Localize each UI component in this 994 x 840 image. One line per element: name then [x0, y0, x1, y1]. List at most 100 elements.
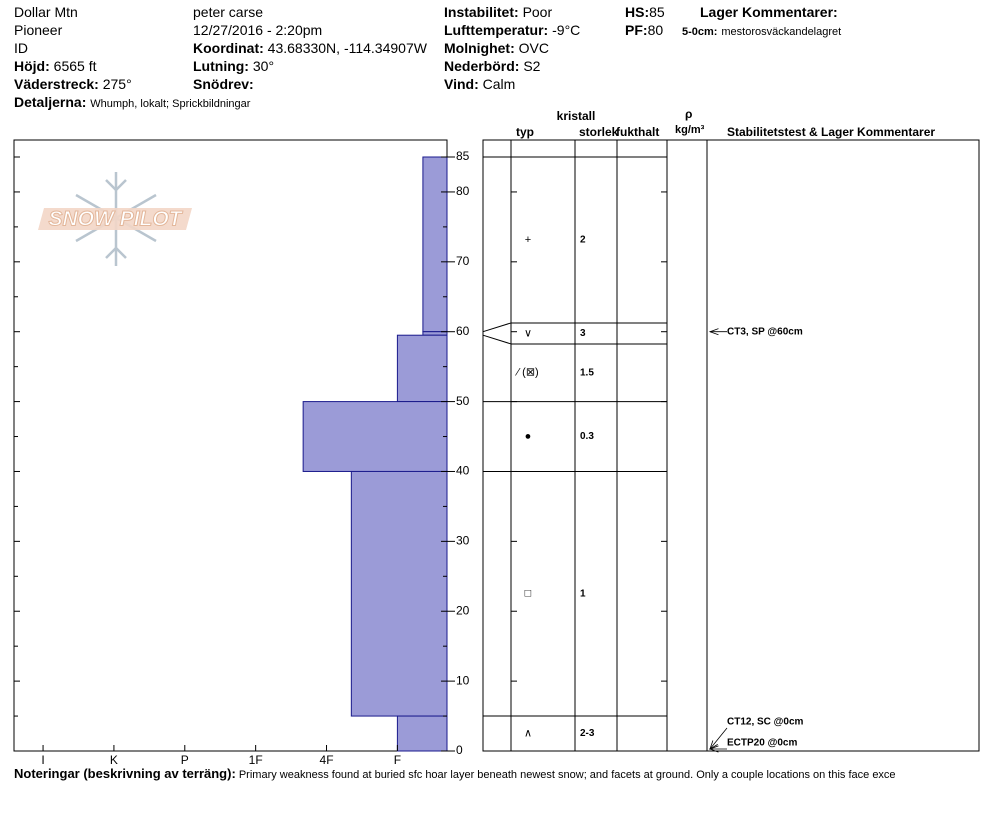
label: Instabilitet: — [444, 4, 519, 20]
value: 85 — [649, 4, 665, 20]
test-arrowhead — [708, 745, 719, 753]
value: 30° — [252, 58, 275, 74]
value: OVC — [518, 40, 549, 56]
layer-comment: 5-0cm: mestorosväckandelagret — [682, 21, 841, 41]
label: Vind: — [444, 76, 479, 92]
value: 6565 ft — [53, 58, 97, 74]
hardness-bar — [302, 401, 448, 472]
table-frame — [482, 139, 980, 752]
precip: Nederbörd: S2 — [444, 57, 540, 75]
wind: Vind: Calm — [444, 75, 515, 93]
state: ID — [14, 40, 28, 56]
label: Nederbörd: — [444, 58, 520, 74]
header-tests: Stabilitetstest & Lager Kommentarer — [727, 125, 935, 139]
pf: PF:80 — [625, 21, 663, 39]
y-tick-label: 10 — [456, 673, 470, 687]
layer-link — [482, 334, 512, 345]
x-tick-label: F — [394, 753, 401, 767]
observer: peter carse — [193, 4, 264, 20]
grain-type: + — [525, 234, 531, 246]
y-tick-label: 40 — [456, 464, 470, 478]
label: 5-0cm: — [682, 26, 718, 38]
value: Calm — [482, 76, 516, 92]
hardness-bar — [350, 470, 448, 717]
header-density: kg/m³ — [675, 124, 705, 136]
y-tick-label: 30 — [456, 534, 470, 548]
notes-text: Primary weakness found at buried sfc hoa… — [238, 769, 896, 781]
y-tick-label: 70 — [456, 254, 470, 268]
grain-size: 0.3 — [580, 431, 594, 442]
y-tick-label: 20 — [456, 603, 470, 617]
y-tick-label: 85 — [456, 149, 470, 163]
notes-label: Noteringar (beskrivning av terräng): — [14, 766, 236, 781]
grain-size: 1.5 — [580, 367, 594, 378]
header-type: typ — [516, 125, 534, 139]
x-tick-label: K — [110, 753, 118, 767]
test-label: CT12, SC @0cm — [727, 717, 804, 728]
grain-size: 3 — [580, 328, 586, 339]
value: Poor — [522, 4, 553, 20]
grain-type: ⁄ (⊠) — [514, 367, 538, 379]
label: Höjd: — [14, 58, 50, 74]
y-tick-label: 60 — [456, 324, 470, 338]
aspect: Väderstreck: 275° — [14, 75, 132, 93]
label: Koordinat: — [193, 40, 264, 56]
label: Molnighet: — [444, 40, 515, 56]
grain-size: 2-3 — [580, 728, 595, 739]
grain-type: ∨ — [524, 327, 532, 339]
grain-size: 1 — [580, 588, 586, 599]
sky: Molnighet: OVC — [444, 39, 549, 57]
value: 80 — [647, 22, 664, 38]
y-tick-label: 80 — [456, 184, 470, 198]
label: Väderstreck: — [14, 76, 99, 92]
y-tick-label: 50 — [456, 394, 470, 408]
y-tick-label: 0 — [456, 743, 463, 757]
label: Detaljerna: — [14, 94, 87, 110]
label: HS: — [625, 4, 650, 20]
air-temp: Lufttemperatur: -9°C — [444, 21, 580, 39]
test-label: CT3, SP @60cm — [727, 326, 803, 337]
details: Detaljerna: Whumph, lokalt; Sprickbildni… — [14, 93, 250, 113]
label: Snödrev: — [193, 76, 254, 92]
test-arrow — [709, 727, 728, 750]
x-tick-label: P — [181, 753, 189, 767]
value: 43.68330N, -114.34907W — [267, 40, 427, 56]
hardness-bar — [422, 156, 448, 333]
hardness-bar — [396, 334, 448, 403]
logo-text: SNOW PILOT — [49, 208, 184, 231]
x-tick-label: 1F — [249, 753, 263, 767]
value: S2 — [523, 58, 541, 74]
datetime: 12/27/2016 - 2:20pm — [193, 22, 323, 38]
value: -9°C — [552, 22, 581, 38]
logo: SNOW PILOT — [38, 172, 192, 266]
header-moisture: fukthalt — [616, 125, 659, 139]
grain-type: ∧ — [524, 727, 532, 739]
coordinates: Koordinat: 43.68330N, -114.34907W — [193, 39, 427, 57]
hs: HS:85 — [625, 3, 665, 21]
x-tick-label: 4F — [320, 753, 334, 767]
elevation: Höjd: 6565 ft — [14, 57, 96, 75]
instability: Instabilitet: Poor — [444, 3, 552, 21]
label: Lufttemperatur: — [444, 22, 549, 38]
hardness-bar — [422, 331, 448, 336]
site: Dollar Mtn — [14, 4, 78, 20]
value: Whumph, lokalt; Sprickbildningar — [90, 98, 251, 110]
test-label: ECTP20 @0cm — [727, 738, 797, 749]
label: PF: — [625, 22, 648, 38]
header-rho: ρ — [685, 107, 692, 121]
grain-type: ● — [525, 430, 532, 442]
table-columns — [510, 140, 708, 751]
header-size: storlek — [579, 125, 619, 139]
slope: Lutning: 30° — [193, 57, 274, 75]
title: Lager Kommentarer: — [700, 4, 838, 20]
x-tick-label: I — [41, 753, 44, 767]
grain-size: 2 — [580, 235, 586, 246]
label: Lutning: — [193, 58, 249, 74]
wind-loading: Snödrev: — [193, 75, 254, 93]
layer-comments: Lager Kommentarer: — [700, 3, 838, 21]
test-arrowhead — [708, 328, 719, 336]
layer-link — [482, 322, 512, 333]
header-crystal: kristall — [557, 109, 596, 123]
